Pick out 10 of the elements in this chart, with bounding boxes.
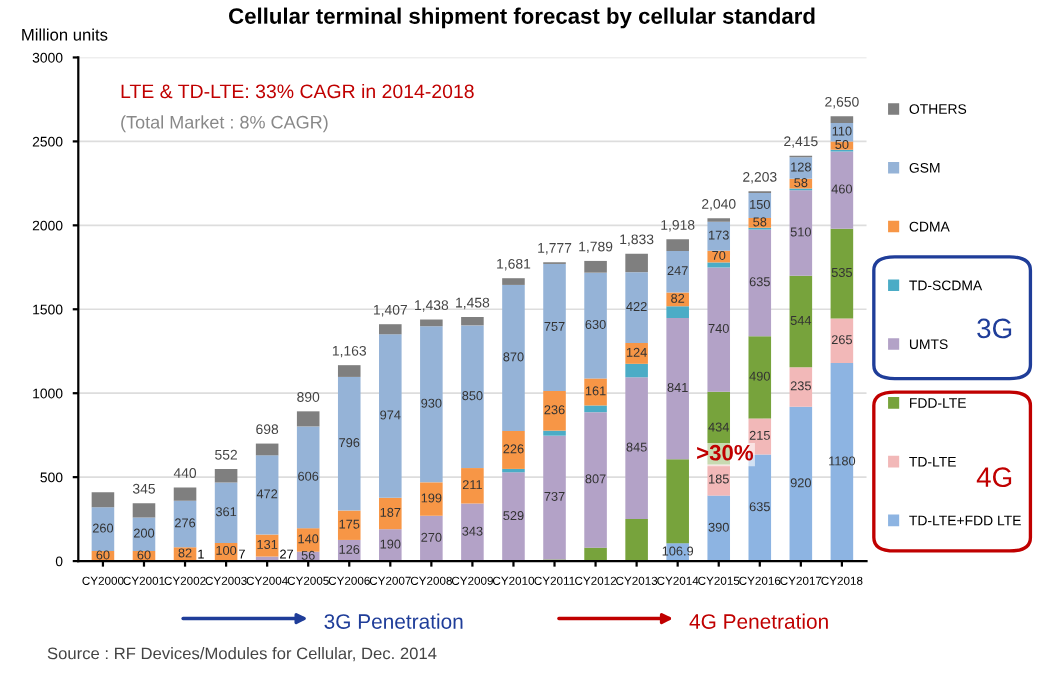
text: 3G Penetration — [324, 613, 463, 629]
text: 4G Penetration — [689, 613, 828, 629]
y-axis-title: Million units — [22, 28, 108, 41]
chart-title: Cellular terminal shipment forecast by cellular standard — [229, 7, 815, 29]
source-note: Source : RF Devices/Modules for Cellular, Dec. 2014 — [47, 647, 437, 662]
annotation: (Total Market : 8% CAGR) — [121, 115, 328, 133]
annotation: LTE & TD-LTE: 33% CAGR in 2014-2018 — [121, 83, 474, 99]
annotation: >30% — [697, 444, 754, 461]
text: 3G — [977, 318, 1012, 339]
text: 4G — [976, 467, 1012, 487]
